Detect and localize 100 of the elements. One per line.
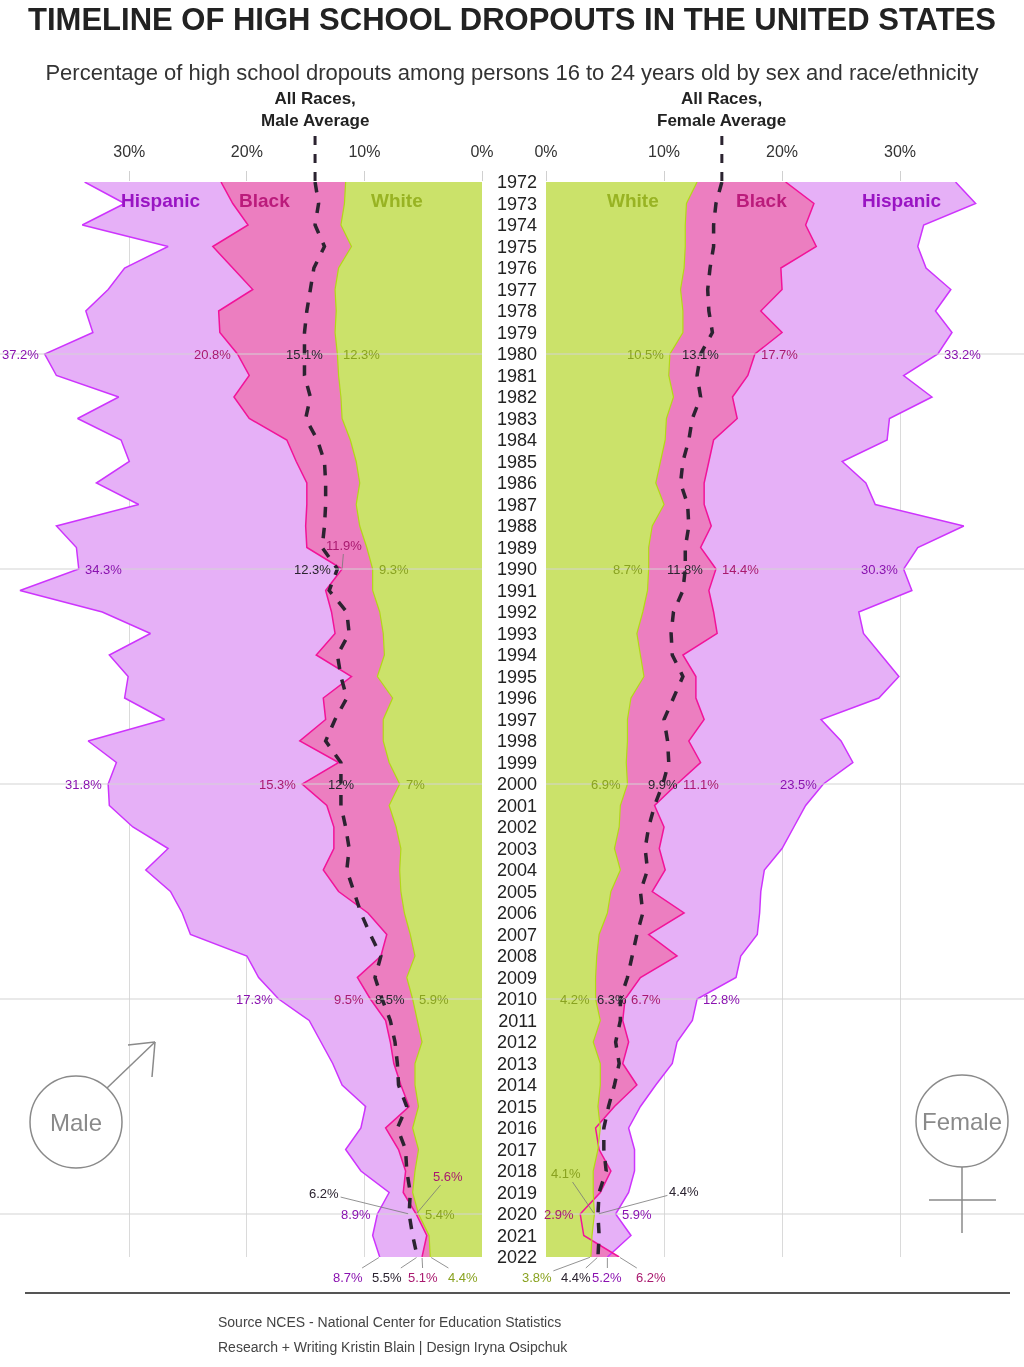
x-tick-label: 0%	[534, 142, 558, 160]
data-label: 30.3%	[861, 562, 899, 577]
y-tick-label: 2003	[496, 838, 537, 859]
y-tick-label: 2012	[496, 1032, 537, 1053]
data-label: 23.5%	[780, 777, 818, 792]
data-label: 5.5%	[372, 1270, 403, 1285]
chart-subtitle: Percentage of high school dropouts among persons 16 to 24 years old by sex and race/ethnicity	[45, 59, 979, 85]
x-tick-label: 20%	[766, 142, 799, 160]
y-tick-label: 2001	[496, 795, 537, 816]
y-tick-label: 1990	[496, 559, 537, 580]
data-label: 6.2%	[636, 1270, 667, 1285]
y-tick-label: 2020	[496, 1204, 537, 1225]
series-label: White	[607, 190, 659, 211]
y-tick-label: 2022	[496, 1247, 537, 1268]
y-tick-label: 1994	[496, 645, 537, 666]
text: All Races, Female Average	[657, 89, 787, 131]
y-tick-label: 2017	[496, 1139, 537, 1160]
data-label: 5.9%	[419, 992, 450, 1007]
y-tick-label: 2019	[496, 1182, 537, 1203]
y-tick-label: 2011	[498, 1010, 537, 1031]
y-tick-label: 1988	[496, 516, 537, 537]
data-label: 5.2%	[592, 1270, 623, 1285]
y-tick-label: 1997	[496, 709, 537, 730]
y-tick-label: 1976	[496, 258, 537, 279]
y-tick-label: 1993	[496, 623, 537, 644]
data-label: 4.4%	[561, 1270, 592, 1285]
text: Research + Writing Kristin Blain | Design Iryna Osipchuk	[218, 1339, 569, 1355]
series-label: Black	[239, 190, 291, 211]
data-label: 4.4%	[448, 1270, 479, 1285]
y-tick-label: 2004	[496, 860, 537, 881]
y-tick-label: 1999	[496, 752, 537, 773]
y-tick-label: 1995	[496, 666, 537, 687]
y-tick-label: 1975	[496, 236, 537, 257]
data-label: 33.2%	[944, 347, 982, 362]
data-label: 4.1%	[551, 1166, 582, 1181]
data-label: 14.4%	[722, 562, 760, 577]
y-tick-label: 1977	[496, 279, 537, 300]
data-label: 11.1%	[683, 777, 720, 792]
y-tick-label: 1980	[496, 344, 537, 365]
data-label: 6.7%	[631, 992, 662, 1007]
data-label: 5.6%	[433, 1169, 464, 1184]
data-label: 15.3%	[259, 777, 297, 792]
chart-title: TIMELINE OF HIGH SCHOOL DROPOUTS IN THE UNITED STATES	[28, 1, 996, 37]
y-tick-label: 2009	[496, 967, 537, 988]
y-tick-label: 1986	[496, 473, 537, 494]
y-tick-label: 2016	[496, 1118, 537, 1139]
y-tick-label: 2007	[496, 924, 537, 945]
data-label: 4.4%	[669, 1184, 700, 1199]
y-tick-label: 2010	[496, 989, 537, 1010]
y-tick-label: 2013	[496, 1053, 537, 1074]
data-label: 5.9%	[622, 1207, 653, 1222]
x-tick-label: 0%	[470, 142, 494, 160]
y-tick-label: 2008	[496, 946, 537, 967]
data-label: 31.8%	[65, 777, 103, 792]
data-label: 17.3%	[236, 992, 274, 1007]
y-tick-label: 2018	[496, 1161, 537, 1182]
y-tick-label: 2014	[496, 1075, 537, 1096]
y-tick-label: 1985	[496, 451, 537, 472]
y-tick-label: 1972	[496, 172, 537, 193]
y-tick-label: 1973	[496, 193, 537, 214]
y-tick-label: 2005	[496, 881, 537, 902]
data-label: 8.7%	[613, 562, 644, 577]
data-label: 34.3%	[85, 562, 123, 577]
y-tick-label: 2006	[496, 903, 537, 924]
annotation: Male	[50, 1109, 103, 1136]
y-tick-label: 1974	[496, 215, 537, 236]
data-label: 17.7%	[761, 347, 799, 362]
y-tick-label: 1979	[496, 322, 537, 343]
y-tick-label: 1978	[496, 301, 537, 322]
text: All Races, Male Average	[261, 89, 370, 131]
y-tick-label: 1996	[496, 688, 537, 709]
y-tick-label: 1981	[496, 365, 537, 386]
data-label: 11.8%	[667, 562, 704, 577]
annotation: Female	[922, 1108, 1003, 1135]
data-label: 6.9%	[591, 777, 622, 792]
y-tick-label: 1992	[496, 602, 537, 623]
x-tick-label: 30%	[113, 142, 146, 160]
series-label: Hispanic	[121, 190, 201, 211]
data-label: 5.1%	[408, 1270, 439, 1285]
y-tick-label: 1982	[496, 387, 537, 408]
data-label: 10.5%	[627, 347, 665, 362]
data-label: 5.4%	[425, 1207, 456, 1222]
x-tick-label: 10%	[648, 142, 681, 160]
y-tick-label: 1984	[496, 430, 537, 451]
series-label: Black	[736, 190, 788, 211]
x-tick-label: 20%	[230, 142, 263, 160]
data-label: 4.2%	[560, 992, 591, 1007]
data-label: 37.2%	[2, 347, 40, 362]
data-label: 20.8%	[194, 347, 232, 362]
data-label: 12.8%	[703, 992, 741, 1007]
data-label: 3.8%	[522, 1270, 553, 1285]
source-note: Source NCES - National Center for Education Statistics	[218, 1314, 562, 1330]
y-tick-label: 2000	[496, 774, 537, 795]
x-tick-label: 30%	[884, 142, 917, 160]
y-tick-label: 1989	[496, 537, 537, 558]
data-label: 8.7%	[333, 1270, 364, 1285]
y-tick-label: 1998	[496, 731, 537, 752]
y-tick-label: 1987	[496, 494, 537, 515]
data-label: 13.1%	[682, 347, 720, 362]
y-tick-label: 2002	[496, 817, 537, 838]
